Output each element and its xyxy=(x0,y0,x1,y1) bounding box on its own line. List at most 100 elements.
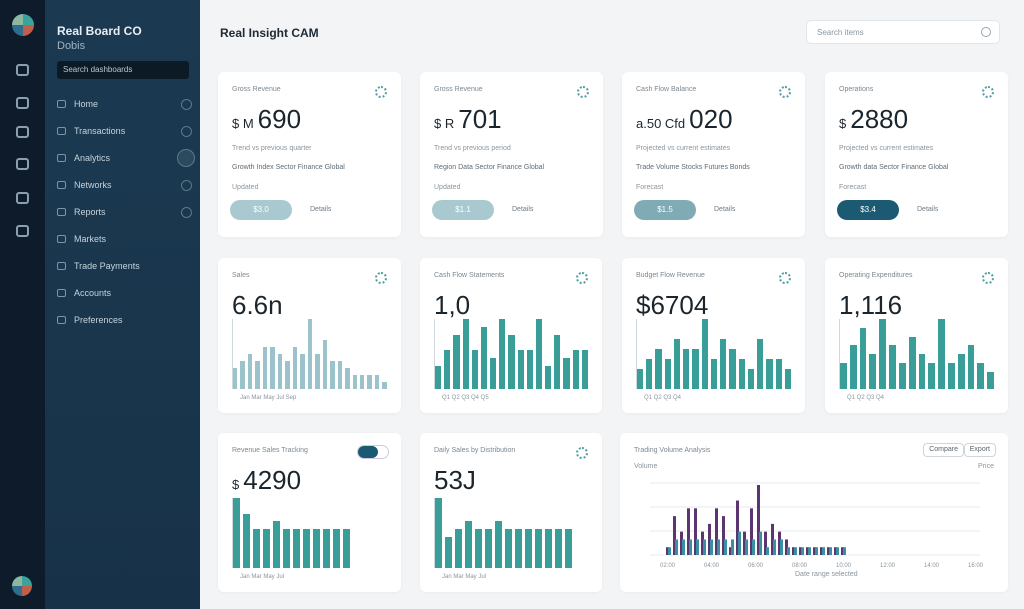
kpi-value: a.50 Cfd 020 xyxy=(636,104,733,135)
expand-icon[interactable] xyxy=(181,125,192,137)
expand-icon[interactable] xyxy=(181,206,192,218)
gear-icon[interactable] xyxy=(375,272,387,284)
chart-bar xyxy=(646,359,653,389)
chart-bar xyxy=(801,547,804,555)
sidebar-item-label: Analytics xyxy=(74,153,111,163)
chart-bar xyxy=(270,347,275,389)
sidebar-search-input[interactable]: Search dashboards xyxy=(57,61,189,79)
chart-icon[interactable] xyxy=(16,126,29,138)
chart-bar xyxy=(692,349,699,389)
wallet-icon[interactable] xyxy=(16,97,29,109)
x-tick-label: 10:00 xyxy=(836,563,852,569)
chart-bar xyxy=(717,539,720,555)
chart-bar xyxy=(637,369,644,389)
home-icon[interactable] xyxy=(16,64,29,76)
details-link[interactable]: Details xyxy=(714,206,736,213)
sidebar-item-preferences[interactable]: Preferences xyxy=(57,311,192,329)
kpi-value: $ R 701 xyxy=(434,104,502,135)
gear-icon[interactable] xyxy=(375,86,387,98)
compare-button[interactable]: Compare xyxy=(923,443,964,457)
kpi-action-button[interactable]: $3.0 xyxy=(230,200,292,220)
kpi-action-button[interactable]: $1.1 xyxy=(432,200,494,220)
details-link[interactable]: Details xyxy=(917,206,939,213)
chart-bar xyxy=(453,334,460,389)
kpi-number: 701 xyxy=(458,104,502,134)
nav-icon xyxy=(57,262,66,270)
bar-chart xyxy=(636,319,791,389)
chart-bar xyxy=(563,357,570,389)
nav-icon xyxy=(57,289,66,297)
gear-icon[interactable] xyxy=(576,272,588,284)
kpi-action-button[interactable]: $3.4 xyxy=(837,200,899,220)
gear-icon[interactable] xyxy=(982,272,994,284)
sidebar-item-trade-payments[interactable]: Trade Payments xyxy=(57,257,192,275)
network-icon[interactable] xyxy=(16,158,29,170)
x-tick-label: 08:00 xyxy=(792,563,808,569)
kpi-action-button[interactable]: $1.5 xyxy=(634,200,696,220)
chart-title: Trading Volume Analysis xyxy=(634,447,711,454)
gear-icon[interactable] xyxy=(577,86,589,98)
chart-bar xyxy=(285,361,290,389)
chart-card: Daily Sales by Distribution 53J Jan Mar Ma… xyxy=(420,433,602,592)
kpi-description: Projected vs current estimates xyxy=(636,145,731,152)
gear-icon[interactable] xyxy=(779,86,791,98)
chart-bar xyxy=(525,529,532,568)
chart-card: Operating Expenditures 1,116 Q1 Q2 Q3 Q4 xyxy=(825,258,1008,413)
chart-bar xyxy=(490,357,497,389)
details-link[interactable]: Details xyxy=(310,206,332,213)
chart-card: Cash Flow Statements 1,0 Q1 Q2 Q3 Q4 Q5 xyxy=(420,258,602,413)
kpi-number: 690 xyxy=(257,104,302,134)
kpi-note: Forecast xyxy=(839,184,867,191)
value-number: 53J xyxy=(434,465,476,495)
sidebar-item-home[interactable]: Home xyxy=(57,95,192,113)
sidebar-item-analytics[interactable]: Analytics xyxy=(57,149,195,167)
sidebar-item-markets[interactable]: Markets xyxy=(57,230,192,248)
settings-icon[interactable] xyxy=(16,225,29,237)
search-input[interactable]: Search items xyxy=(806,20,1000,44)
x-tick-label: 02:00 xyxy=(660,563,676,569)
x-axis-labels: Q1 Q2 Q3 Q4 xyxy=(847,395,885,401)
kpi-tags: Growth Index Sector Finance Global xyxy=(232,164,345,171)
kpi-note: Updated xyxy=(232,184,259,191)
chart-bar xyxy=(508,334,515,389)
chart-bar xyxy=(724,539,727,555)
kpi-description: Trend vs previous period xyxy=(434,145,511,152)
chart-bar xyxy=(300,354,305,389)
chart-bar xyxy=(780,539,783,555)
chart-bar xyxy=(655,349,662,389)
toggle-switch[interactable] xyxy=(357,445,389,459)
nav-icon xyxy=(57,181,66,189)
sidebar-item-networks[interactable]: Networks xyxy=(57,176,192,194)
export-button[interactable]: Export xyxy=(963,443,996,457)
y-axis-left-label: Volume xyxy=(634,463,658,470)
details-link[interactable]: Details xyxy=(512,206,534,213)
y-axis-right-label: Price xyxy=(978,463,994,470)
gear-icon[interactable] xyxy=(779,272,791,284)
chart-bar xyxy=(273,521,280,568)
chart-bar xyxy=(987,371,994,389)
x-axis-labels: Jan Mar May Jul xyxy=(240,574,285,580)
expand-icon[interactable] xyxy=(181,98,192,110)
search-icon[interactable] xyxy=(981,27,991,37)
chart-bar xyxy=(806,547,809,555)
chart-bar xyxy=(775,359,782,389)
chart-bar xyxy=(565,529,572,568)
chart-bar xyxy=(745,539,748,555)
chart-bar xyxy=(253,529,260,568)
report-icon[interactable] xyxy=(16,192,29,204)
chart-bar xyxy=(710,539,713,555)
expand-icon[interactable] xyxy=(181,179,192,191)
gear-icon[interactable] xyxy=(576,447,588,459)
chart-bar xyxy=(315,354,320,389)
user-avatar[interactable] xyxy=(12,576,32,596)
gear-icon[interactable] xyxy=(982,86,994,98)
sidebar-item-transactions[interactable]: Transactions xyxy=(57,122,192,140)
chart-bar xyxy=(947,362,955,389)
chart-bar xyxy=(263,529,270,568)
expand-icon[interactable] xyxy=(177,149,195,167)
sidebar-item-reports[interactable]: Reports xyxy=(57,203,192,221)
sidebar-item-accounts[interactable]: Accounts xyxy=(57,284,192,302)
chart-bar xyxy=(738,359,745,389)
page-title: Real Insight CAM xyxy=(220,26,319,40)
chart-bar xyxy=(834,547,837,555)
